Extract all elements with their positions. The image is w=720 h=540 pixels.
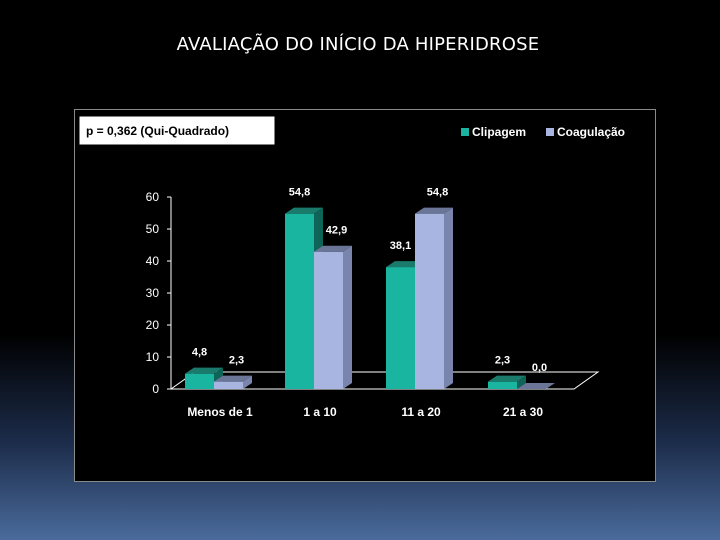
bar-side	[343, 245, 352, 389]
data-label: 54,8	[289, 187, 310, 199]
axes: 0 10 20 30 40 50 60 Menos de 1 1 a 10 11 a 20 21 a…	[146, 190, 600, 419]
bar-top	[517, 383, 555, 389]
data-label: 2,3	[495, 355, 510, 367]
data-label: 4,8	[192, 347, 207, 359]
legend: Clipagem Coagulação	[461, 125, 625, 139]
data-labels: 4,8 54,8 38,1 2,3 2,3 42,9 54,8 0,0	[192, 187, 547, 374]
bar	[386, 267, 415, 389]
bar-top	[314, 245, 352, 252]
legend-label-coagulacao: Coagulação	[557, 125, 625, 139]
bar	[185, 373, 214, 389]
x-tick-label: Menos de 1	[187, 405, 253, 419]
slide-title: AVALIAÇÃO DO INÍCIO DA HIPERIDROSE	[176, 34, 540, 55]
y-tick-label: 40	[146, 254, 160, 268]
legend-swatch-clipagem	[461, 128, 469, 136]
bar-top	[214, 375, 252, 382]
x-tick-label: 21 a 30	[503, 405, 543, 419]
y-tick-label: 60	[146, 190, 160, 204]
y-tick-label: 50	[146, 222, 160, 236]
bar-top	[285, 207, 323, 214]
data-label: 38,1	[390, 240, 411, 252]
data-label: 42,9	[326, 225, 347, 237]
bars	[185, 207, 555, 389]
bar-top	[488, 375, 526, 382]
bar	[214, 381, 243, 389]
bar-top	[415, 207, 453, 214]
annotation-box	[78, 115, 276, 146]
bar	[488, 381, 517, 389]
data-label: 0,0	[532, 362, 547, 374]
y-tick-label: 20	[146, 318, 160, 332]
y-tick-label: 0	[152, 382, 159, 396]
legend-swatch-coagulacao	[546, 128, 554, 136]
bar-side	[444, 207, 453, 389]
bar-side	[243, 375, 252, 389]
data-label: 54,8	[427, 187, 448, 199]
legend-label-clipagem: Clipagem	[472, 125, 526, 139]
bar-top	[185, 367, 223, 374]
x-tick-label: 1 a 10	[303, 405, 337, 419]
x-tick-label: 11 a 20	[401, 405, 441, 419]
y-tick-label: 10	[146, 350, 160, 364]
bar	[285, 213, 314, 389]
bar-top	[386, 261, 424, 268]
bar	[314, 251, 343, 389]
bar	[415, 213, 444, 389]
y-tick-label: 30	[146, 286, 160, 300]
data-label: 2,3	[229, 355, 244, 367]
bar-side	[517, 375, 526, 389]
annotation-text: p = 0,362 (Qui-Quadrado)	[86, 124, 229, 138]
